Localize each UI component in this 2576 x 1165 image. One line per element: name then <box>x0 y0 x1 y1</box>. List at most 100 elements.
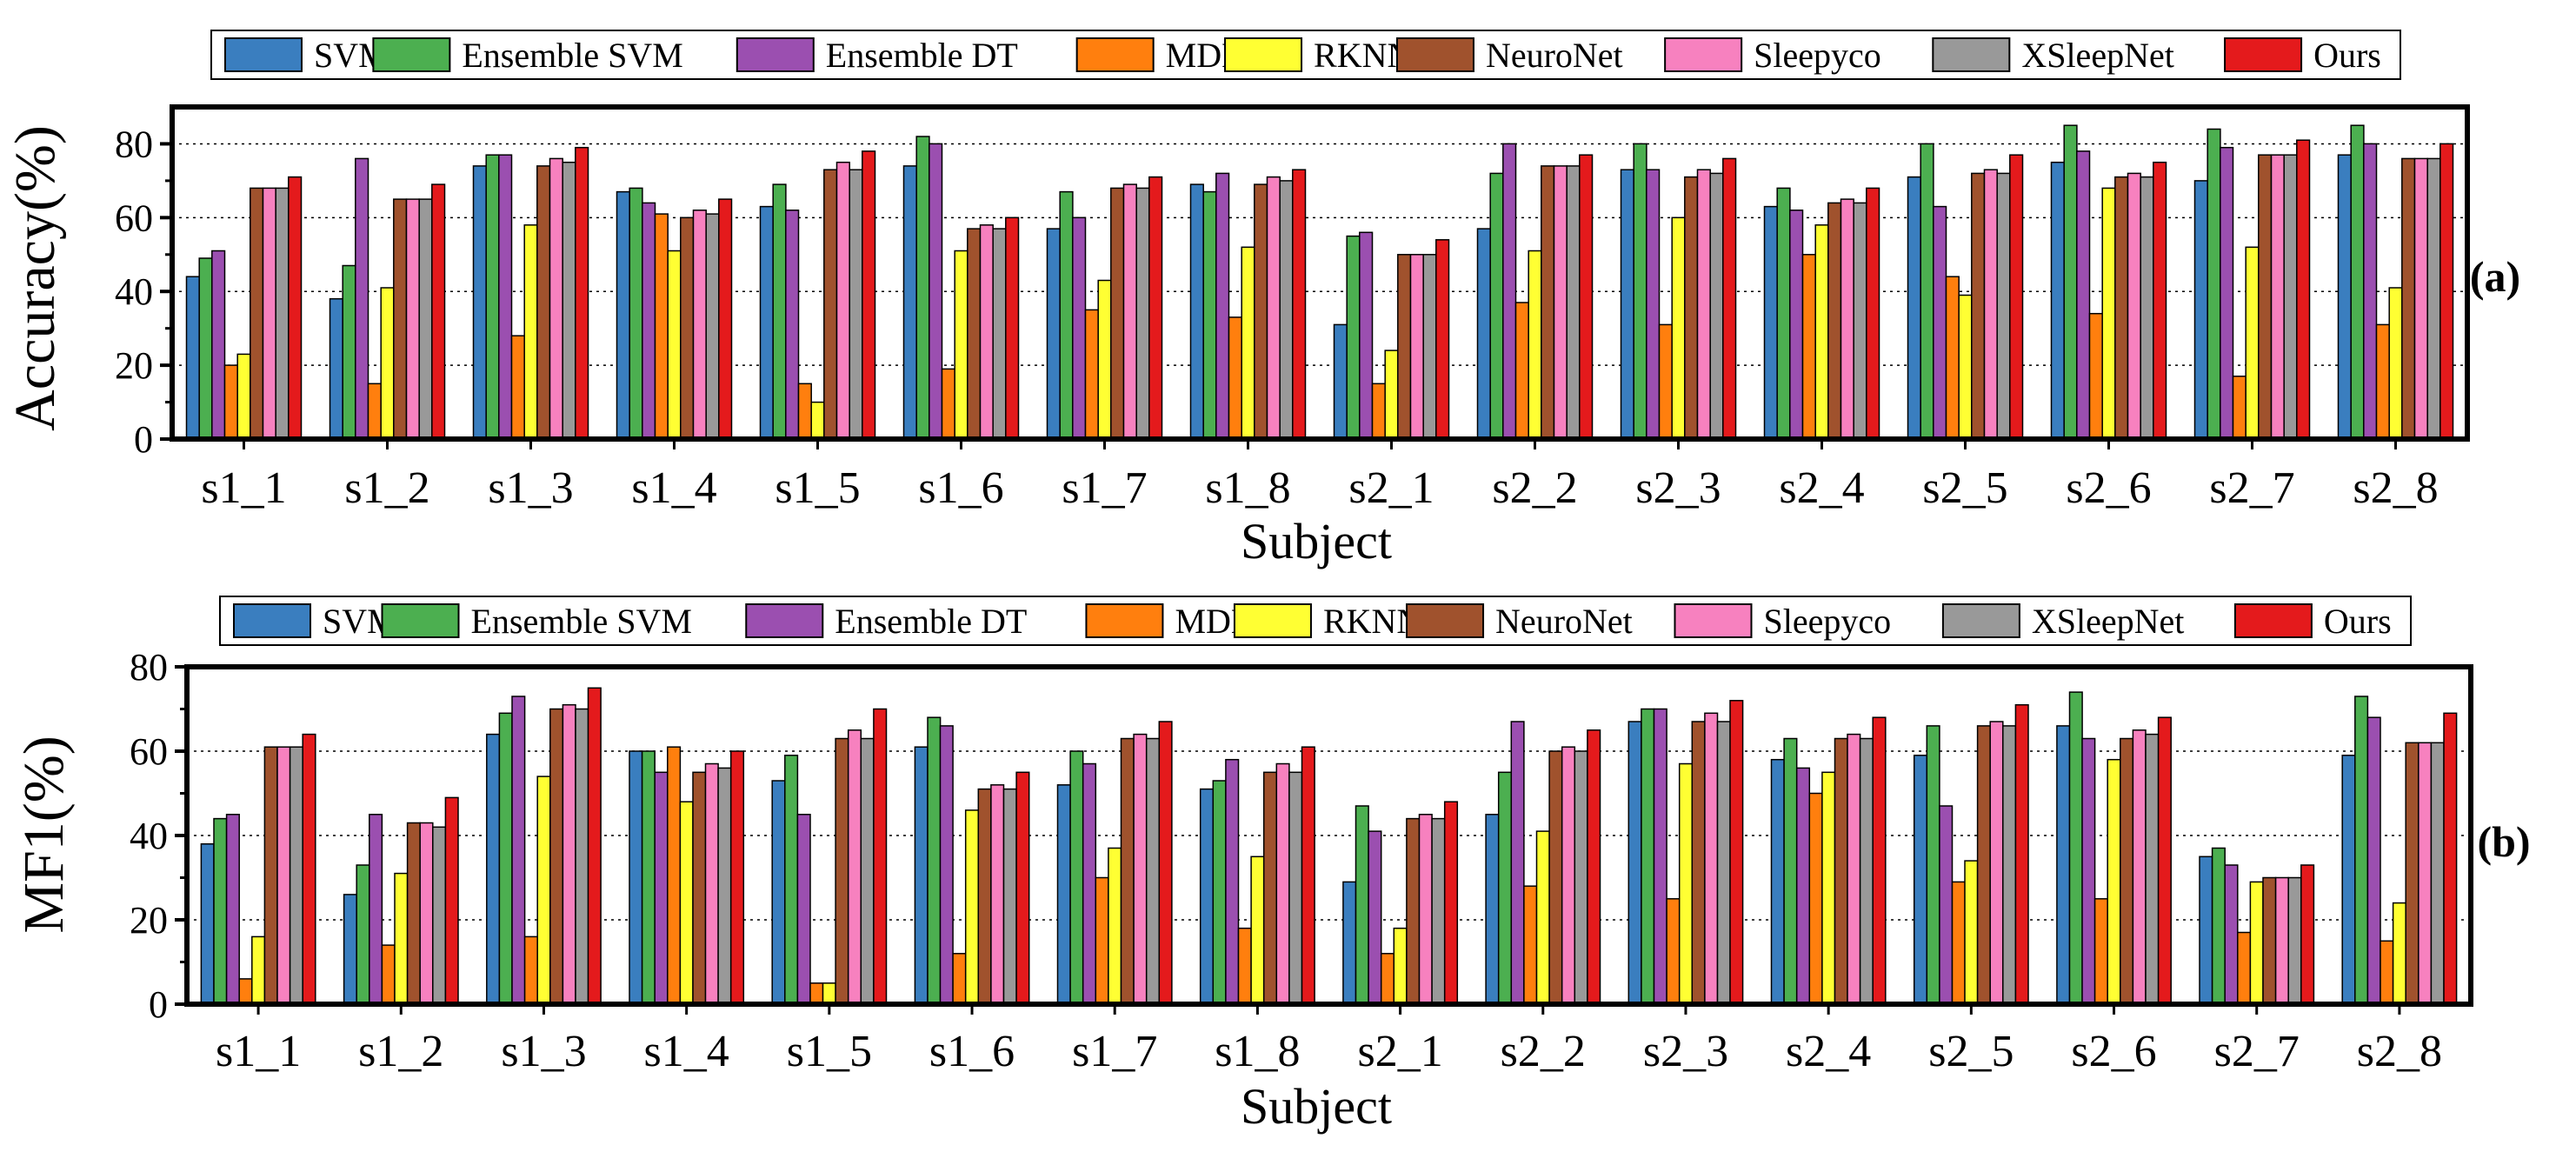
bar-b-mdm-s2_6 <box>2093 898 2108 1005</box>
bar-a-svm-s1_2 <box>329 297 343 440</box>
bar-b-sleepyco-s2_2 <box>1561 746 1576 1005</box>
bar-a-ensemble-dt-s1_2 <box>355 157 369 440</box>
bar-a-neuronet-s2_8 <box>2401 157 2416 440</box>
xtick-label-b-14: s2_7 <box>2214 1027 2300 1076</box>
bar-a-sleepyco-s2_5 <box>1983 169 1998 440</box>
bar-b-svm-s1_7 <box>1056 784 1071 1005</box>
xtick-label-a-8: s2_1 <box>1348 463 1434 513</box>
bar-a-svm-s1_8 <box>1189 183 1204 440</box>
bar-b-ours-s2_5 <box>2014 703 2029 1005</box>
bar-b-ours-s2_8 <box>2443 712 2458 1005</box>
bar-a-mdm-s1_6 <box>941 368 955 440</box>
bar-a-xsleepnet-s2_1 <box>1422 254 1437 440</box>
bar-a-rknn-s1_3 <box>523 224 538 440</box>
bar-b-sleepyco-s1_2 <box>419 822 434 1005</box>
bar-b-rknn-s2_4 <box>1821 771 1836 1005</box>
bar-a-xsleepnet-s1_2 <box>418 198 433 440</box>
bar-a-xsleepnet-s2_7 <box>2283 154 2298 440</box>
legend-b-label-7: XSleepNet <box>2032 602 2185 641</box>
bar-a-ours-s1_6 <box>1005 216 1020 440</box>
bar-a-ensemble-svm-s2_5 <box>1920 143 1934 440</box>
bar-b-xsleepnet-s1_1 <box>289 746 303 1005</box>
bar-b-svm-s2_1 <box>1342 881 1357 1005</box>
bar-a-neuronet-s2_4 <box>1827 202 1842 440</box>
bar-b-ours-s1_1 <box>302 733 316 1005</box>
bar-b-svm-s1_8 <box>1199 788 1215 1005</box>
bar-b-ensemble-svm-s2_1 <box>1355 805 1369 1005</box>
bar-b-svm-s1_1 <box>200 842 215 1005</box>
bar-a-ensemble-svm-s2_7 <box>2207 128 2221 440</box>
xtick-label-a-10: s2_3 <box>1635 463 1721 513</box>
bar-b-ours-s1_2 <box>444 796 459 1005</box>
ytick-label-a-4: 80 <box>115 123 153 165</box>
bar-b-ensemble-svm-s2_3 <box>1641 708 1655 1005</box>
bar-a-neuronet-s1_7 <box>1110 187 1125 440</box>
bar-b-ours-s2_2 <box>1587 729 1601 1005</box>
bar-a-sleepyco-s1_2 <box>405 198 420 440</box>
bar-b-ensemble-dt-s2_4 <box>1795 767 1811 1005</box>
bar-a-rknn-s2_5 <box>1958 294 1973 440</box>
bar-a-svm-s1_1 <box>185 276 200 440</box>
bar-a-ensemble-dt-s2_3 <box>1646 169 1661 440</box>
bar-a-ours-s2_4 <box>1866 187 1880 440</box>
bar-b-neuronet-s2_1 <box>1406 817 1421 1005</box>
bar-a-xsleepnet-s2_6 <box>2140 176 2154 440</box>
legend-b-label-4: RKNN <box>1323 602 1421 641</box>
legend-b-label-5: NeuroNet <box>1495 602 1633 641</box>
bar-b-ensemble-svm-s1_3 <box>498 712 513 1005</box>
bar-b-svm-s1_6 <box>914 746 929 1005</box>
xtick-label-b-2: s1_3 <box>501 1027 586 1076</box>
bar-b-sleepyco-s1_7 <box>1133 733 1148 1005</box>
bar-b-svm-s2_5 <box>1913 755 1928 1005</box>
bar-a-rknn-s2_2 <box>1528 250 1542 440</box>
bar-a-sleepyco-s1_6 <box>979 224 994 440</box>
legend-a-label-7: XSleepNet <box>2021 36 2174 75</box>
bar-b-sleepyco-s1_4 <box>704 762 719 1005</box>
bar-a-neuronet-s2_5 <box>1971 172 1986 440</box>
bar-b-svm-s1_5 <box>771 780 786 1005</box>
bar-b-sleepyco-s2_6 <box>2132 729 2147 1005</box>
bar-a-neuronet-s2_1 <box>1397 254 1412 440</box>
bar-a-mdm-s2_4 <box>1801 254 1816 440</box>
bar-b-mdm-s2_5 <box>1951 881 1966 1005</box>
bar-b-mdm-s1_4 <box>667 746 682 1005</box>
bar-b-svm-s2_2 <box>1485 814 1500 1005</box>
bar-b-rknn-s1_8 <box>1250 855 1265 1005</box>
legend-b-swatch-8 <box>2233 603 2313 638</box>
bar-a-svm-s2_4 <box>1763 205 1778 440</box>
bar-b-ensemble-dt-s2_2 <box>1510 721 1525 1005</box>
legend-a-label-5: NeuroNet <box>1486 36 1623 75</box>
bar-b-rknn-s1_1 <box>251 935 266 1005</box>
bar-b-sleepyco-s1_1 <box>276 746 291 1005</box>
xtick-label-a-7: s1_8 <box>1205 463 1290 513</box>
bar-b-ensemble-dt-s1_7 <box>1082 762 1097 1005</box>
ytick-label-b-0: 0 <box>149 983 168 1026</box>
bar-b-neuronet-s1_5 <box>835 737 849 1005</box>
bar-a-neuronet-s1_3 <box>536 165 551 440</box>
bar-b-rknn-s1_4 <box>679 801 694 1005</box>
legend-a-swatch-7 <box>1932 37 2011 72</box>
bar-a-mdm-s1_8 <box>1228 316 1242 440</box>
bar-a-rknn-s1_8 <box>1241 246 1255 440</box>
legend-b-label-8: Ours <box>2324 602 2392 641</box>
bar-b-neuronet-s1_6 <box>977 788 992 1005</box>
bar-b-svm-s1_3 <box>486 733 501 1005</box>
bar-a-sleepyco-s1_1 <box>262 187 276 440</box>
bar-b-rknn-s1_2 <box>394 872 409 1005</box>
bar-b-ensemble-dt-s1_8 <box>1225 758 1240 1005</box>
bar-b-ensemble-dt-s2_3 <box>1653 708 1667 1005</box>
xtick-label-b-1: s1_2 <box>358 1027 443 1076</box>
bar-b-rknn-s2_5 <box>1964 860 1979 1005</box>
bar-a-mdm-s1_2 <box>367 383 382 440</box>
bar-b-neuronet-s2_8 <box>2405 742 2420 1005</box>
legend-a-label-4: RKNN <box>1314 36 1412 75</box>
bar-a-svm-s1_5 <box>759 205 774 440</box>
bar-a-rknn-s2_7 <box>2245 246 2260 440</box>
bar-a-ensemble-svm-s1_2 <box>342 264 356 440</box>
legend-a-swatch-1 <box>372 37 451 72</box>
bar-b-mdm-s2_7 <box>2237 931 2252 1005</box>
bar-a-ours-s1_7 <box>1148 176 1163 440</box>
bar-b-rknn-s1_5 <box>822 982 836 1005</box>
bar-a-xsleepnet-s2_2 <box>1566 165 1581 440</box>
legend-a-swatch-5 <box>1395 37 1474 72</box>
